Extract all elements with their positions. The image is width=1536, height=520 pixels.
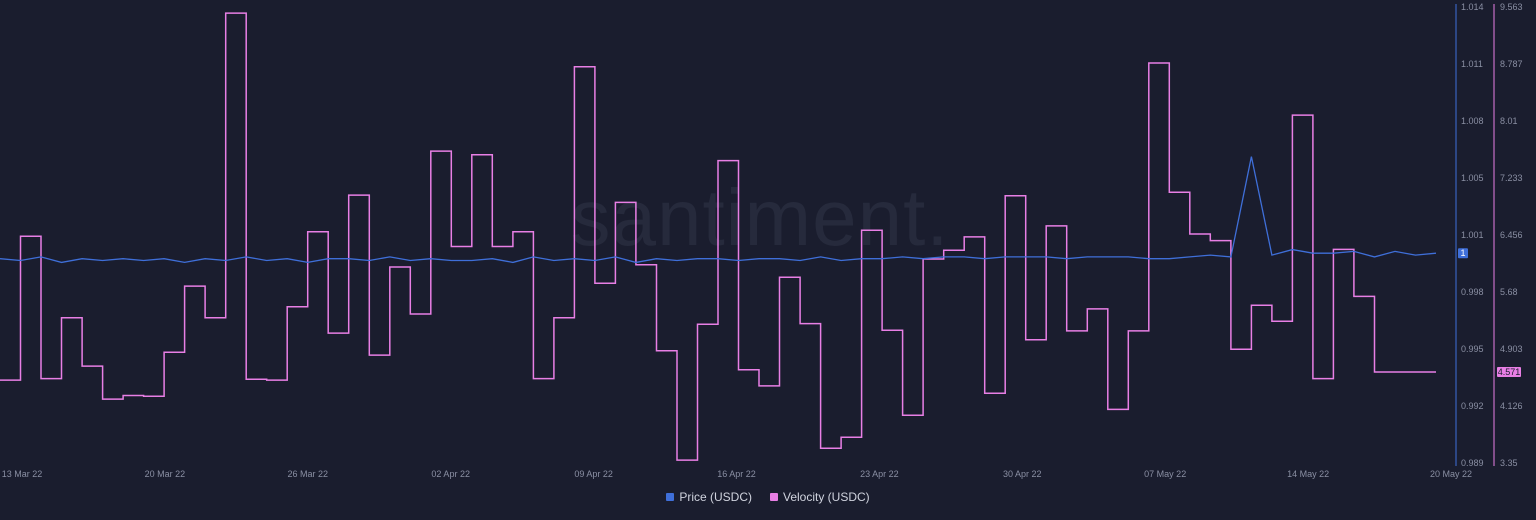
legend-item-velocity[interactable]: Velocity (USDC) [769,490,870,504]
x-tick-label: 14 May 22 [1287,469,1329,479]
price-tick-label: 1.008 [1461,116,1484,126]
price-series-line [0,156,1437,264]
velocity-swatch [769,493,778,501]
legend-price-label: Price (USDC) [679,490,752,504]
x-tick-label: 16 Apr 22 [717,469,756,479]
price-value-badge: 1 [1458,248,1468,259]
x-tick-label: 30 Apr 22 [1003,469,1042,479]
velocity-badge-label: 4.571 [1498,367,1521,377]
velocity-tick-label: 6.456 [1500,230,1523,240]
velocity-tick-label: 5.68 [1500,287,1518,297]
price-tick-label: 1.005 [1461,173,1484,183]
x-tick-label: 13 Mar 22 [2,469,43,479]
velocity-tick-label: 8.01 [1500,116,1518,126]
velocity-tick-label: 3.35 [1500,458,1518,468]
chart-legend: Price (USDC) Velocity (USDC) [0,490,1536,504]
x-tick-label: 20 Mar 22 [145,469,186,479]
velocity-tick-label: 7.233 [1500,173,1523,183]
velocity-tick-label: 9.563 [1500,2,1523,12]
legend-velocity-label: Velocity (USDC) [782,490,870,504]
price-badge-label: 1 [1460,248,1465,258]
velocity-axis-ticks: 9.563 8.787 8.01 7.233 6.456 5.68 4.903 4.126 3.… [1500,2,1523,468]
price-tick-label: 1.014 [1461,2,1484,12]
price-tick-label: 0.995 [1461,344,1484,354]
x-tick-label: 07 May 22 [1144,469,1186,479]
legend-item-price[interactable]: Price (USDC) [666,490,752,504]
x-tick-label: 20 May 22 [1430,469,1472,479]
x-tick-label: 02 Apr 22 [431,469,470,479]
price-axis-ticks: 1.014 1.011 1.008 1.005 1.001 0.998 0.995 0.992… [1461,2,1484,468]
velocity-tick-label: 4.126 [1500,401,1523,411]
price-tick-label: 1.001 [1461,230,1484,240]
price-tick-label: 0.989 [1461,458,1484,468]
watermark: santiment. [570,173,949,262]
price-tick-label: 0.992 [1461,401,1484,411]
velocity-value-badge: 4.571 [1497,366,1521,377]
velocity-tick-label: 8.787 [1500,59,1523,69]
x-tick-label: 26 Mar 22 [288,469,329,479]
price-swatch [666,493,675,501]
price-tick-label: 1.011 [1461,59,1483,69]
x-tick-label: 09 Apr 22 [574,469,613,479]
x-axis-ticks: 13 Mar 22 20 Mar 22 26 Mar 22 02 Apr 22 09 A… [2,469,1472,479]
price-tick-label: 0.998 [1461,287,1484,297]
velocity-series-line [0,12,1436,461]
x-tick-label: 23 Apr 22 [860,469,899,479]
velocity-tick-label: 4.903 [1500,344,1523,354]
